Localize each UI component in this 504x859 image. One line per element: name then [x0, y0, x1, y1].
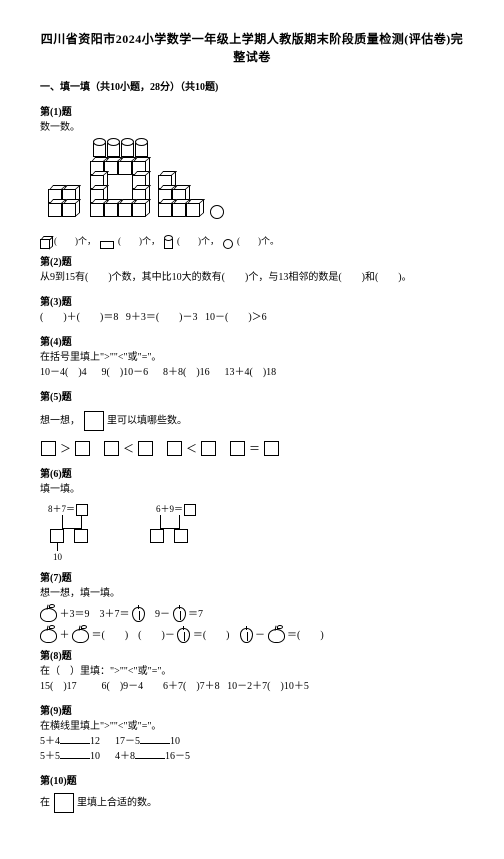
page-title: 四川省资阳市2024小学数学一年级上学期人教版期末阶段质量检测(评估卷)完整试卷 [40, 30, 464, 66]
q3-text: ( )＋( )＝8 9＋3＝( )－3 10－( )＞6 [40, 310, 464, 325]
cuboid-icon [100, 241, 114, 249]
q8-text: 15( )17 6( )9－4 6＋7( )7＋8 10－2＋7( )10＋5 [40, 679, 464, 694]
peach-icon [177, 628, 190, 643]
cube-icon [40, 239, 50, 249]
q10-label: 第(10)题 [40, 774, 464, 789]
q7-label: 第(7)题 [40, 571, 464, 586]
q7-row2: ＋ ＝( ) ( )－ ＝( ) － ＝( ) [40, 628, 464, 643]
apple-icon [72, 629, 89, 643]
q5-lead: 想一想， 里可以填哪些数。 [40, 411, 464, 431]
cylinder-icon [164, 239, 173, 249]
q2-label: 第(2)题 [40, 255, 464, 270]
q7-row1: ＋3＝9 3＋7＝ 9－ ＝7 [40, 607, 464, 622]
q9-label: 第(9)题 [40, 704, 464, 719]
section-heading: 一、填一填（共10小题，28分）（共10题) [40, 80, 464, 95]
peach-icon [173, 607, 186, 622]
q7-lead: 想一想，填一填。 [40, 586, 464, 601]
peach-icon [240, 628, 253, 643]
q4-text: 10－4( )4 9( )10－6 8＋8( )16 13＋4( )18 [40, 365, 464, 380]
q2-text: 从9到15有( )个数，其中比10大的数有( )个，与13相邻的数是( )和( … [40, 270, 464, 285]
q3-label: 第(3)题 [40, 295, 464, 310]
q6-bonds: 8＋7＝ 10 6＋9＝ [48, 503, 464, 561]
q5-comparison-row: ＞ ＜ ＜ ＝ [40, 441, 464, 458]
square-icon [84, 411, 104, 431]
apple-icon [268, 629, 285, 643]
q4-label: 第(4)题 [40, 335, 464, 350]
q8-label: 第(8)题 [40, 649, 464, 664]
q4-lead: 在括号里填上">""<"或"="。 [40, 350, 464, 365]
number-bond-2: 6＋9＝ [156, 503, 224, 561]
q1-figure [40, 141, 240, 233]
q1-label: 第(1)题 [40, 105, 464, 120]
q10-lead: 在 里填上合适的数。 [40, 793, 464, 813]
q8-lead: 在（ ）里填：">""<"或"="。 [40, 664, 464, 679]
q9-lead: 在横线里填上">""<"或"="。 [40, 719, 464, 734]
apple-icon [40, 608, 57, 622]
square-icon [54, 793, 74, 813]
q1-prompt: 数一数。 [40, 120, 464, 135]
sphere-icon [223, 239, 233, 249]
number-bond-1: 8＋7＝ 10 [48, 503, 116, 561]
apple-icon [40, 629, 57, 643]
q6-lead: 填一填。 [40, 482, 464, 497]
q9-rows: 5＋412 17－510 5＋510 4＋816－5 [40, 734, 464, 764]
q6-label: 第(6)题 [40, 467, 464, 482]
q5-label: 第(5)题 [40, 390, 464, 405]
q1-count-line: ( )个， ( )个， ( )个， ( )个。 [40, 235, 464, 249]
peach-icon [132, 607, 145, 622]
